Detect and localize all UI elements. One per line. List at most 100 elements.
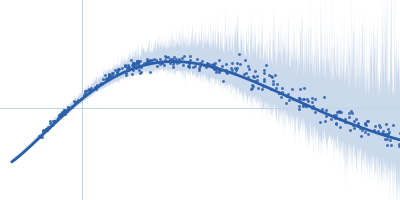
Point <box>236 52 242 56</box>
Point <box>180 55 187 58</box>
Point <box>350 120 357 123</box>
Point <box>50 122 56 126</box>
Point <box>283 101 289 105</box>
Point <box>204 61 210 65</box>
Point <box>213 65 219 68</box>
Point <box>254 78 260 81</box>
Point <box>379 132 386 135</box>
Point <box>114 71 120 74</box>
Point <box>312 110 319 113</box>
Point <box>47 120 53 123</box>
Point <box>185 64 191 67</box>
Point <box>142 62 149 65</box>
Point <box>134 66 141 69</box>
Point <box>194 57 200 61</box>
Point <box>312 97 318 100</box>
Point <box>123 71 129 74</box>
Point <box>59 112 66 115</box>
Point <box>80 94 87 97</box>
Point <box>209 65 216 69</box>
Point <box>133 67 139 70</box>
Point <box>103 77 109 80</box>
Point <box>289 88 295 91</box>
Point <box>196 61 203 64</box>
Point <box>223 72 230 75</box>
Point <box>82 89 89 92</box>
Point <box>60 111 67 114</box>
Point <box>112 69 118 72</box>
Point <box>167 61 173 65</box>
Point <box>216 70 222 73</box>
Point <box>334 111 340 114</box>
Point <box>320 95 327 99</box>
Point <box>382 133 388 136</box>
Point <box>210 65 216 68</box>
Point <box>94 83 100 86</box>
Point <box>107 75 113 78</box>
Point <box>212 61 218 65</box>
Point <box>59 113 65 116</box>
Point <box>365 132 371 135</box>
Point <box>110 71 116 74</box>
Point <box>178 56 185 59</box>
Point <box>134 59 140 63</box>
Point <box>62 112 68 115</box>
Point <box>322 108 329 111</box>
Point <box>259 88 265 91</box>
Point <box>283 94 290 97</box>
Point <box>380 129 386 132</box>
Point <box>147 71 154 74</box>
Point <box>57 112 63 115</box>
Point <box>154 64 160 67</box>
Point <box>134 62 141 65</box>
Point <box>132 63 138 66</box>
Point <box>210 66 217 70</box>
Point <box>210 62 217 65</box>
Point <box>234 67 240 70</box>
Point <box>174 61 180 64</box>
Point <box>129 65 136 68</box>
Point <box>242 58 248 61</box>
Point <box>98 81 104 84</box>
Point <box>396 142 400 145</box>
Point <box>388 143 395 147</box>
Point <box>252 70 258 73</box>
Point <box>203 66 209 69</box>
Point <box>87 88 93 91</box>
Point <box>173 57 179 60</box>
Point <box>309 101 315 104</box>
Point <box>36 135 42 138</box>
Point <box>180 63 186 66</box>
Point <box>218 69 224 72</box>
Point <box>354 121 361 124</box>
Point <box>134 59 140 63</box>
Point <box>232 67 238 70</box>
Point <box>125 68 132 72</box>
Point <box>141 62 147 65</box>
Point <box>186 58 193 61</box>
Point <box>122 73 129 76</box>
Point <box>386 131 392 134</box>
Point <box>234 61 240 64</box>
Point <box>130 68 136 71</box>
Point <box>170 65 176 69</box>
Point <box>138 64 144 67</box>
Point <box>304 99 311 103</box>
Point <box>170 59 176 62</box>
Point <box>102 78 109 81</box>
Point <box>98 83 104 86</box>
Point <box>351 127 357 130</box>
Point <box>354 124 361 127</box>
Point <box>42 129 48 132</box>
Point <box>138 66 144 69</box>
Point <box>384 132 390 136</box>
Point <box>251 76 258 79</box>
Point <box>381 138 388 141</box>
Point <box>276 92 282 95</box>
Point <box>61 112 67 115</box>
Point <box>296 107 302 110</box>
Point <box>216 67 223 71</box>
Point <box>130 62 136 65</box>
Point <box>162 59 168 62</box>
Point <box>72 102 78 105</box>
